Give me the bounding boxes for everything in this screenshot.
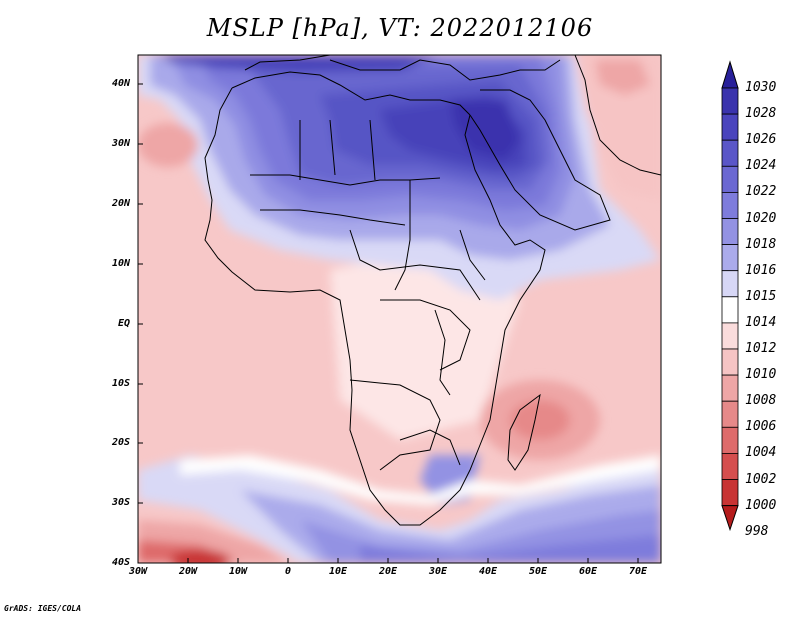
colorbar-label: 1016 bbox=[745, 262, 777, 278]
axis-ticks bbox=[138, 83, 639, 563]
colorbar-swatch bbox=[721, 270, 739, 298]
colorbar-label: 1006 bbox=[745, 419, 777, 435]
coastlines bbox=[204, 55, 661, 526]
colorbar-label: 1030 bbox=[745, 80, 777, 95]
colorbar-swatch bbox=[721, 191, 739, 219]
y-tick-label: 20N bbox=[111, 198, 130, 209]
x-tick-label: 40E bbox=[478, 566, 498, 577]
colorbar-label: 1014 bbox=[745, 314, 777, 330]
y-tick-label: 10N bbox=[111, 258, 130, 269]
y-tick-label: 40S bbox=[111, 557, 130, 568]
colorbar-label: 1015 bbox=[745, 288, 777, 304]
colorbar-label: 998 bbox=[745, 523, 769, 539]
colorbar-label: 1028 bbox=[745, 106, 777, 122]
x-tick-label: 30W bbox=[128, 566, 148, 577]
colorbar-swatch bbox=[721, 348, 739, 376]
credit-label: GrADS: IGES/COLA bbox=[4, 604, 82, 613]
colorbar-swatch bbox=[721, 113, 739, 141]
x-tick-label: 10W bbox=[228, 566, 248, 577]
x-tick-label: 70E bbox=[628, 566, 648, 577]
colorbar bbox=[721, 60, 739, 532]
colorbar-label: 1004 bbox=[745, 445, 777, 461]
colorbar-label: 1020 bbox=[745, 210, 777, 226]
colorbar-label: 1026 bbox=[745, 132, 777, 148]
x-tick-label: 30E bbox=[428, 566, 448, 577]
colorbar-label: 1010 bbox=[745, 367, 777, 383]
colorbar-swatch bbox=[721, 479, 739, 507]
colorbar-label: 1018 bbox=[745, 236, 777, 252]
colorbar-swatch bbox=[721, 374, 739, 402]
colorbar-swatch bbox=[721, 218, 739, 246]
colorbar-label: 1024 bbox=[745, 158, 777, 174]
colorbar-swatch bbox=[721, 296, 739, 324]
x-tick-label: 0 bbox=[284, 566, 292, 577]
y-tick-label: 10S bbox=[111, 378, 130, 389]
colorbar-swatch bbox=[721, 139, 739, 167]
colorbar-label: 1008 bbox=[745, 393, 777, 409]
colorbar-swatch bbox=[721, 322, 739, 350]
y-tick-label: 30N bbox=[111, 138, 130, 149]
colorbar-label: 1000 bbox=[745, 497, 777, 513]
colorbar-bottom-arrow bbox=[721, 505, 739, 532]
colorbar-swatch bbox=[721, 400, 739, 428]
colorbar-label: 1002 bbox=[745, 471, 777, 487]
colorbar-swatch bbox=[721, 87, 739, 115]
colorbar-swatch bbox=[721, 165, 739, 193]
colorbar-label: 1022 bbox=[745, 184, 777, 200]
colorbar-swatch bbox=[721, 452, 739, 480]
colorbar-top-arrow bbox=[721, 60, 739, 89]
x-tick-label: 20W bbox=[178, 566, 198, 577]
map-title: MSLP [hPa], VT: 2022012106 bbox=[206, 14, 594, 42]
x-tick-label: 50E bbox=[528, 566, 548, 577]
x-tick-label: 60E bbox=[578, 566, 598, 577]
plot-frame bbox=[137, 54, 662, 564]
x-tick-label: 10E bbox=[328, 566, 348, 577]
y-tick-label: 30S bbox=[111, 497, 130, 508]
x-tick-label: 20E bbox=[378, 566, 398, 577]
mslp-field bbox=[138, 55, 661, 563]
y-tick-label: EQ bbox=[117, 318, 130, 329]
colorbar-label: 1012 bbox=[745, 341, 777, 356]
colorbar-swatch bbox=[721, 244, 739, 272]
y-tick-label: 20S bbox=[111, 437, 130, 448]
y-tick-label: 40N bbox=[111, 78, 130, 89]
colorbar-swatch bbox=[721, 426, 739, 454]
